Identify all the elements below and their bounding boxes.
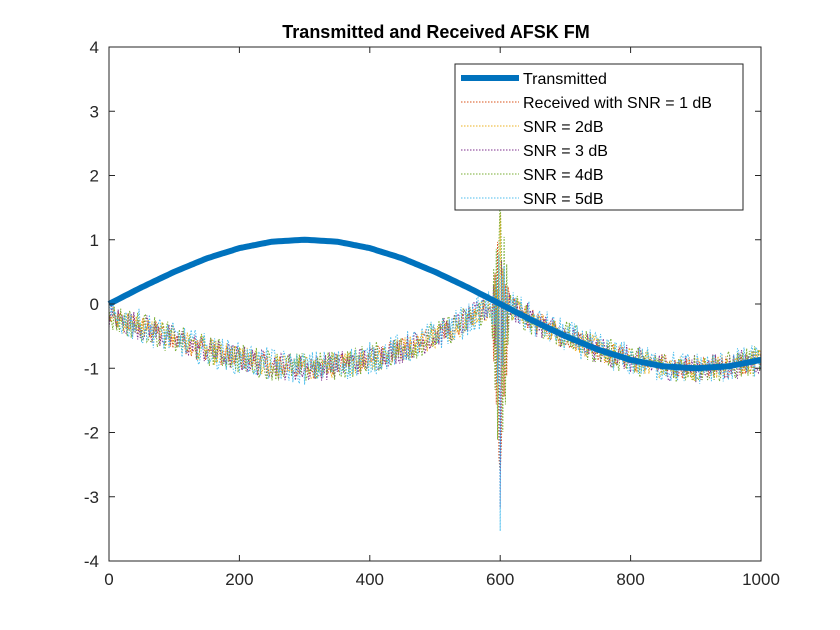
legend-box bbox=[454, 63, 744, 211]
x-tick-label: 200 bbox=[225, 570, 253, 589]
y-tick-label: 0 bbox=[90, 295, 99, 314]
chart-title: Transmitted and Received AFSK FM bbox=[282, 22, 589, 42]
legend: Transmitted Received with SNR = 1 dB SNR =… bbox=[454, 63, 744, 211]
x-tick-label: 1000 bbox=[742, 570, 780, 589]
legend-label: Received with SNR = 1 dB bbox=[523, 95, 712, 112]
series-line-received-2 bbox=[108, 213, 762, 389]
x-tick-label: 0 bbox=[104, 570, 113, 589]
series-line-received-3 bbox=[108, 259, 762, 508]
legend-label: SNR = 2dB bbox=[523, 119, 603, 136]
legend-label: SNR = 4dB bbox=[523, 167, 603, 184]
legend-label: SNR = 5dB bbox=[523, 191, 603, 208]
y-tick-label: 4 bbox=[90, 38, 99, 57]
x-tick-label: 400 bbox=[356, 570, 384, 589]
y-tick-label: -2 bbox=[84, 424, 99, 443]
y-tick-label: 3 bbox=[90, 102, 99, 121]
y-tick-label: 1 bbox=[90, 231, 99, 250]
series-line-received-5 bbox=[108, 254, 762, 532]
y-tick-label: -4 bbox=[84, 552, 99, 571]
axes: 0 200 400 600 800 1000 -4 -3 -2 -1 0 1 2 3 4 bbox=[84, 38, 780, 589]
legend-label: Transmitted bbox=[523, 71, 607, 88]
legend-label: SNR = 3 dB bbox=[523, 143, 608, 160]
x-tick-label: 800 bbox=[616, 570, 644, 589]
y-tick-label: 2 bbox=[90, 167, 99, 186]
series-line-transmitted bbox=[107, 236, 762, 372]
y-tick-label: -3 bbox=[84, 488, 99, 507]
y-tick-label: -1 bbox=[84, 359, 99, 378]
x-tick-label: 600 bbox=[486, 570, 514, 589]
plot-area bbox=[107, 196, 762, 532]
series-line-received-4 bbox=[108, 196, 762, 440]
